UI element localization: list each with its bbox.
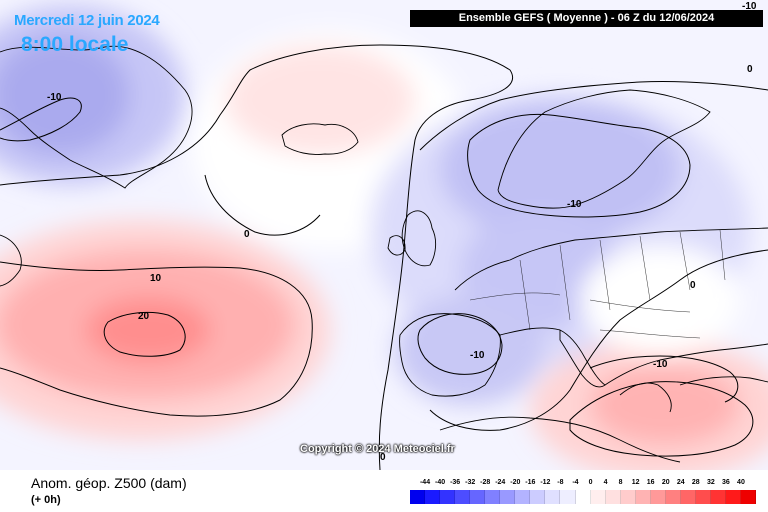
color-scale-label: -44 — [419, 479, 431, 486]
contour-minus10-mediterranean — [589, 355, 739, 403]
color-scale-label: -16 — [525, 479, 536, 486]
color-scale-label: -8 — [557, 479, 564, 486]
color-scale-bar — [410, 490, 757, 504]
contour-label: -10 — [567, 199, 582, 210]
color-scale-label: -32 — [465, 479, 476, 486]
anomaly-map: -10 0 -10 0 -10 0 10 20 0 -10 -10 — [0, 0, 768, 470]
color-scale-swatch — [455, 490, 471, 504]
forecast-date: Mercredi 12 juin 2024 — [14, 12, 160, 29]
iceland-coast — [281, 123, 359, 155]
contour-label: -10 — [47, 92, 62, 103]
contour-zero-europe — [419, 81, 768, 431]
borders — [469, 229, 726, 339]
color-scale-swatch — [440, 490, 456, 504]
color-scale-swatch — [650, 490, 666, 504]
color-scale-swatch — [545, 490, 561, 504]
color-scale-label: -24 — [495, 479, 506, 486]
color-scale-swatch — [620, 490, 636, 504]
color-scale-label: 8 — [618, 479, 623, 486]
contour-plus10 — [0, 261, 313, 417]
contour-label: -10 — [653, 359, 668, 370]
scandinavia-coast — [497, 89, 711, 209]
contour-label: -10 — [470, 350, 485, 361]
color-scale-label: -20 — [510, 479, 521, 486]
contour-label: 20 — [138, 311, 150, 322]
labrador-coast — [0, 234, 22, 287]
contour-label: 0 — [380, 452, 386, 463]
contour-labels: -10 0 -10 0 -10 0 10 20 0 -10 -10 — [47, 1, 757, 463]
contour-east-med — [569, 381, 754, 457]
negative-anomaly-iberia — [395, 295, 545, 405]
contour-label: -10 — [742, 1, 757, 12]
lead-time: (+ 0h) — [31, 494, 61, 506]
color-scale-labels: -44 -40 -36 -32 -28 -24 -20 -16 -12 -8 -4 0 4 8 12 16 20… — [410, 479, 756, 489]
contour-zero-midatlantic — [204, 174, 321, 236]
color-scale-swatch — [590, 490, 606, 504]
color-scale-swatch — [710, 490, 726, 504]
color-scale-swatch — [560, 490, 576, 504]
model-banner: Ensemble GEFS ( Moyenne ) - 06 Z du 12/0… — [410, 10, 763, 27]
contour-minus10-iberia — [417, 313, 503, 375]
color-scale-label: 12 — [631, 479, 640, 486]
color-scale-swatch — [575, 490, 591, 504]
greece-turkey-coast — [619, 376, 768, 413]
color-scale-label: 16 — [646, 479, 655, 486]
color-scale-label: 32 — [706, 479, 715, 486]
color-scale-label: 24 — [676, 479, 685, 486]
color-scale-swatch — [695, 490, 711, 504]
color-scale-swatch — [530, 490, 546, 504]
color-scale-swatch — [515, 490, 531, 504]
contour-zero-west — [0, 44, 513, 470]
contours — [0, 44, 768, 470]
positive-anomaly-atlantic-core — [86, 297, 210, 363]
color-scale-label: -40 — [435, 479, 446, 486]
color-scale-label: 0 — [588, 479, 593, 486]
color-scale-swatch — [665, 490, 681, 504]
contour-minus10-greenland — [0, 97, 82, 142]
contour-minus10-scandinavia — [467, 113, 691, 218]
color-scale-label: 36 — [722, 479, 730, 486]
color-scale-swatch — [425, 490, 441, 504]
neutral-area-balkans — [580, 245, 740, 355]
legend-footer: Anom. géop. Z500 (dam) (+ 0h) -44 -40 -36-… — [0, 470, 768, 512]
color-scale-label: 28 — [691, 479, 700, 486]
contour-plus20 — [103, 311, 186, 357]
color-scale-label: 40 — [737, 479, 745, 486]
positive-anomaly-east-med-core — [590, 365, 740, 445]
local-time: 8:00 locale — [21, 33, 129, 56]
color-scale-swatch — [410, 490, 426, 504]
color-scale-swatch — [741, 490, 757, 504]
color-scale-label: 20 — [661, 479, 670, 486]
color-scale-label: 4 — [603, 479, 608, 486]
negative-anomaly-greenland-core — [0, 35, 130, 155]
positive-anomaly-iceland — [225, 45, 415, 155]
color-scale-swatch — [500, 490, 516, 504]
contour-label: 0 — [747, 64, 753, 75]
color-scale-swatch — [485, 490, 501, 504]
field-title: Anom. géop. Z500 (dam) — [31, 475, 187, 491]
color-scale-label: -28 — [480, 479, 491, 486]
color-scale-swatch — [470, 490, 486, 504]
contour-label: 0 — [690, 280, 696, 291]
contour-label: 0 — [244, 229, 250, 240]
color-scale-swatch — [680, 490, 696, 504]
color-scale-swatch — [635, 490, 651, 504]
contour-label: 10 — [150, 273, 162, 284]
ireland-coast — [387, 235, 406, 256]
color-scale-label: -4 — [572, 479, 579, 486]
color-scale-swatch — [725, 490, 742, 504]
italy-coast — [559, 329, 606, 388]
color-scale-label: -12 — [540, 479, 551, 486]
color-scale-label: -36 — [450, 479, 461, 486]
color-scale-swatch — [605, 490, 621, 504]
copyright-notice: Copyright © 2024 Meteociel.fr — [300, 443, 455, 455]
